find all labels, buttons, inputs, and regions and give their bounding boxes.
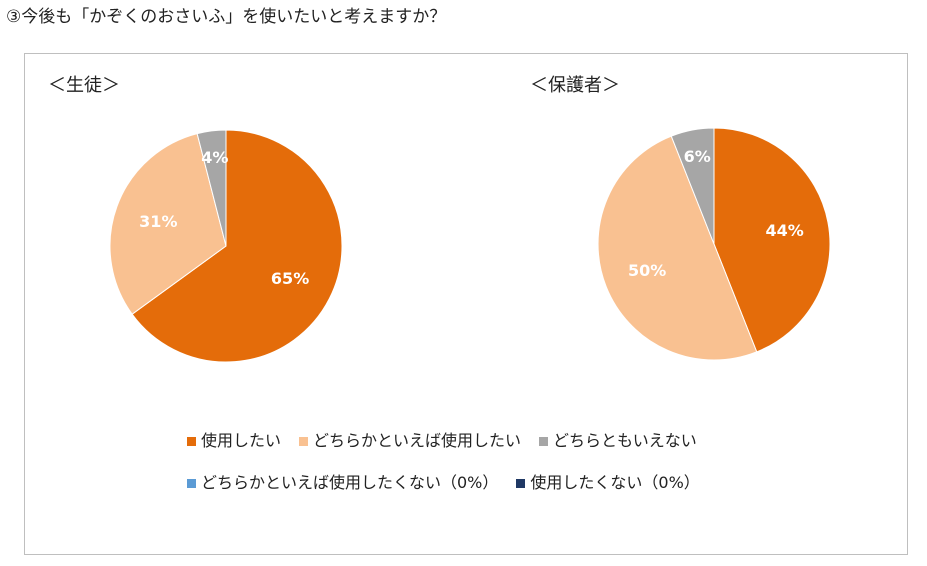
- legend-item-not-use: 使用したくない（0%）: [516, 472, 700, 494]
- pie-data-label-rather-use: 50%: [628, 261, 666, 280]
- chart-frame: [24, 53, 908, 555]
- pie-slice-neither: [670, 127, 715, 245]
- legend-row-1: 使用したい どちらかといえば使用したい どちらともいえない: [187, 430, 697, 452]
- pie-data-label-neither: 4%: [201, 148, 228, 167]
- legend-label-not-use: 使用したくない（0%）: [530, 473, 700, 492]
- legend-swatch-use: [187, 436, 196, 446]
- legend-row-2: どちらかといえば使用したくない（0%） 使用したくない（0%）: [187, 472, 700, 494]
- pie-data-label-rather-use: 31%: [139, 212, 177, 231]
- pie-slice-neither: [196, 129, 227, 247]
- pie-slice-use: [713, 127, 831, 353]
- students-chart-title: ＜生徒＞: [48, 75, 120, 96]
- question-title: ③今後も「かぞくのおさいふ」を使いたいと考えますか？: [6, 7, 447, 27]
- pie-data-label-use: 44%: [765, 221, 803, 240]
- legend-label-use: 使用したい: [201, 431, 282, 450]
- parents-chart-title: ＜保護者＞: [530, 75, 620, 96]
- pie-data-label-use: 65%: [271, 269, 309, 288]
- pie-slice-rather-use: [109, 133, 227, 315]
- students-pie-chart: 65% 31% 4%: [109, 129, 343, 363]
- pie-slice-use: [131, 129, 343, 363]
- legend-item-rather-not: どちらかといえば使用したくない（0%）: [187, 472, 498, 494]
- legend-label-neither: どちらともいえない: [553, 431, 697, 450]
- parents-pie-chart: 44% 50% 6%: [597, 127, 831, 361]
- legend-swatch-neither: [539, 436, 549, 446]
- legend-label-rather-not: どちらかといえば使用したくない（0%）: [201, 473, 499, 492]
- legend-label-rather-use: どちらかといえば使用したい: [313, 431, 522, 450]
- legend-item-neither: どちらともいえない: [539, 430, 697, 452]
- legend-swatch-rather-use: [299, 436, 309, 446]
- pie-data-label-neither: 6%: [684, 147, 711, 166]
- pie-slice-rather-use: [597, 135, 758, 361]
- legend-swatch-rather-not: [187, 478, 196, 488]
- legend-item-rather-use: どちらかといえば使用したい: [299, 430, 521, 452]
- legend-item-use: 使用したい: [187, 430, 281, 452]
- legend-swatch-not-use: [516, 478, 526, 488]
